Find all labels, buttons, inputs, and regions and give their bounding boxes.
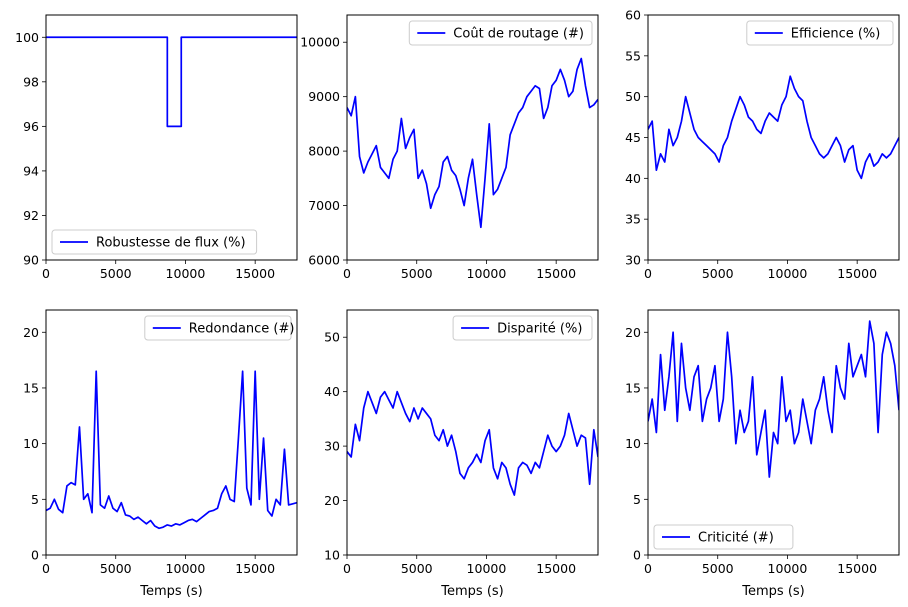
plot-6-x-tick-label: 0 xyxy=(644,561,652,576)
plot-5-y-tick-label: 50 xyxy=(324,330,340,345)
plot-5-series-line-1 xyxy=(347,390,598,496)
plot-3-series-line-1 xyxy=(648,75,899,180)
plot-3-x-tick-label: 5000 xyxy=(702,266,734,281)
plot-3-y-tick-label: 50 xyxy=(625,89,641,104)
plot-6-x-axis-label: Temps (s) xyxy=(741,584,804,599)
plot-6-x-tick-label: 15000 xyxy=(837,561,877,576)
plot-1-y-tick-label: 94 xyxy=(23,163,39,178)
plot-4-legend: Redondance (#) xyxy=(144,315,295,341)
plot-5-y-tick-label: 20 xyxy=(324,493,340,508)
plot-4-y-tick-label: 10 xyxy=(23,436,39,451)
plot-4-x-tick-label: 15000 xyxy=(235,561,275,576)
plot-5-x-tick-label: 15000 xyxy=(536,561,576,576)
plot-2-series-line-1 xyxy=(347,57,598,229)
plot-2: 0 5000 10000 15000 6000 7000 8000 9000 10000 Coût… xyxy=(300,14,599,281)
plot-5-y-tick-label: 30 xyxy=(324,439,340,454)
plot-1-y-tick-label: 96 xyxy=(23,119,39,134)
plot-4-series-line-1 xyxy=(46,370,297,530)
plot-3-y-tick-label: 55 xyxy=(625,48,641,63)
plot-3-y-tick-label: 35 xyxy=(625,212,641,227)
plot-6-legend-box xyxy=(653,524,794,550)
plot-2-legend-box xyxy=(408,20,593,46)
plot-4-x-tick-label: 5000 xyxy=(100,561,132,576)
plot-5-legend: Disparité (%) xyxy=(452,315,593,341)
plot-1-x-tick-label: 10000 xyxy=(166,266,206,281)
plot-3-x-tick-label: 15000 xyxy=(837,266,877,281)
plot-4-x-axis-label: Temps (s) xyxy=(139,584,202,599)
plot-5-x-axis-label: Temps (s) xyxy=(440,584,503,599)
plot-2-axes-frame xyxy=(346,14,599,261)
plot-1-series-line-1 xyxy=(46,36,297,128)
plot-5: 0 5000 10000 15000 10 20 30 40 50 Temps (s) Dispar… xyxy=(324,309,599,599)
plot-1-y-tick-label: 100 xyxy=(15,30,39,45)
plot-2-x-tick-label: 10000 xyxy=(467,266,507,281)
plot-6-y-tick-label: 5 xyxy=(633,492,641,507)
plot-4-legend-box xyxy=(144,315,292,341)
plot-5-x-tick-label: 10000 xyxy=(467,561,507,576)
plot-5-axes-frame xyxy=(346,309,599,556)
plot-3-legend-label: Efficience (%) xyxy=(791,27,881,42)
plot-3-y-tick-label: 60 xyxy=(625,8,641,23)
plot-1-x-tick-label: 0 xyxy=(42,266,50,281)
plot-2-y-tick-label: 6000 xyxy=(308,253,340,268)
plot-6-y-tick-label: 0 xyxy=(633,548,641,563)
plot-6-y-tick-label: 15 xyxy=(625,380,641,395)
plot-1: 0 5000 10000 15000 90 92 94 96 98 100 Robustesse d… xyxy=(15,14,298,281)
plot-2-y-tick-label: 9000 xyxy=(308,89,340,104)
plot-6-y-tick-label: 20 xyxy=(625,325,641,340)
plot-6-x-tick-label: 10000 xyxy=(768,561,808,576)
plot-4-y-tick-label: 5 xyxy=(31,492,39,507)
plot-2-y-tick-label: 7000 xyxy=(308,198,340,213)
plot-3-y-tick-label: 40 xyxy=(625,171,641,186)
plot-1-axes-frame xyxy=(45,14,298,261)
plot-1-y-tick-label: 92 xyxy=(23,208,39,223)
plot-1-x-tick-label: 5000 xyxy=(100,266,132,281)
plot-6: 0 5000 10000 15000 0 5 10 15 20 Temps (s) Criticit… xyxy=(625,309,900,599)
plot-6-series-line-1 xyxy=(648,320,899,478)
plot-2-x-tick-label: 0 xyxy=(343,266,351,281)
plot-4-y-tick-label: 15 xyxy=(23,380,39,395)
plot-5-y-tick-label: 10 xyxy=(324,548,340,563)
plot-2-legend-label: Coût de routage (#) xyxy=(453,27,584,42)
plot-4-axes-frame xyxy=(45,309,298,556)
plot-3-axes-frame xyxy=(647,14,900,261)
plot-4: 0 5000 10000 15000 0 5 10 15 20 Temps (s) Redondan… xyxy=(23,309,298,599)
plot-2-legend: Coût de routage (#) xyxy=(408,20,593,46)
plot-5-legend-label: Disparité (%) xyxy=(497,322,582,337)
plot-4-legend-label: Redondance (#) xyxy=(189,322,295,337)
plot-3-x-tick-label: 0 xyxy=(644,266,652,281)
plot-6-legend: Criticité (#) xyxy=(653,524,794,550)
plot-2-x-tick-label: 15000 xyxy=(536,266,576,281)
plot-1-legend-label: Robustesse de flux (%) xyxy=(96,236,246,251)
plot-4-x-tick-label: 10000 xyxy=(166,561,206,576)
plot-6-legend-label: Criticité (#) xyxy=(698,531,774,546)
plot-1-y-tick-label: 98 xyxy=(23,74,39,89)
plot-3-x-tick-label: 10000 xyxy=(768,266,808,281)
plot-3-legend-box xyxy=(746,20,894,46)
plot-1-legend-box xyxy=(51,229,258,255)
plot-4-x-tick-label: 0 xyxy=(42,561,50,576)
plot-5-x-tick-label: 5000 xyxy=(401,561,433,576)
plot-6-x-tick-label: 5000 xyxy=(702,561,734,576)
plot-3: 0 5000 10000 15000 30 35 40 45 50 55 60 Efficience … xyxy=(625,8,900,281)
plot-4-y-tick-label: 20 xyxy=(23,325,39,340)
plot-6-y-tick-label: 10 xyxy=(625,436,641,451)
plot-2-y-tick-label: 8000 xyxy=(308,144,340,159)
plot-6-axes-frame xyxy=(647,309,900,556)
plot-2-y-tick-label: 10000 xyxy=(300,35,340,50)
plot-5-y-tick-label: 40 xyxy=(324,384,340,399)
plot-3-y-tick-label: 45 xyxy=(625,130,641,145)
plot-1-legend: Robustesse de flux (%) xyxy=(51,229,258,255)
plot-4-y-tick-label: 0 xyxy=(31,548,39,563)
plot-3-legend: Efficience (%) xyxy=(746,20,894,46)
plot-1-x-tick-label: 15000 xyxy=(235,266,275,281)
plot-1-y-tick-label: 90 xyxy=(23,253,39,268)
plot-3-y-tick-label: 30 xyxy=(625,253,641,268)
plot-2-x-tick-label: 5000 xyxy=(401,266,433,281)
plot-5-legend-box xyxy=(452,315,593,341)
plot-5-x-tick-label: 0 xyxy=(343,561,351,576)
